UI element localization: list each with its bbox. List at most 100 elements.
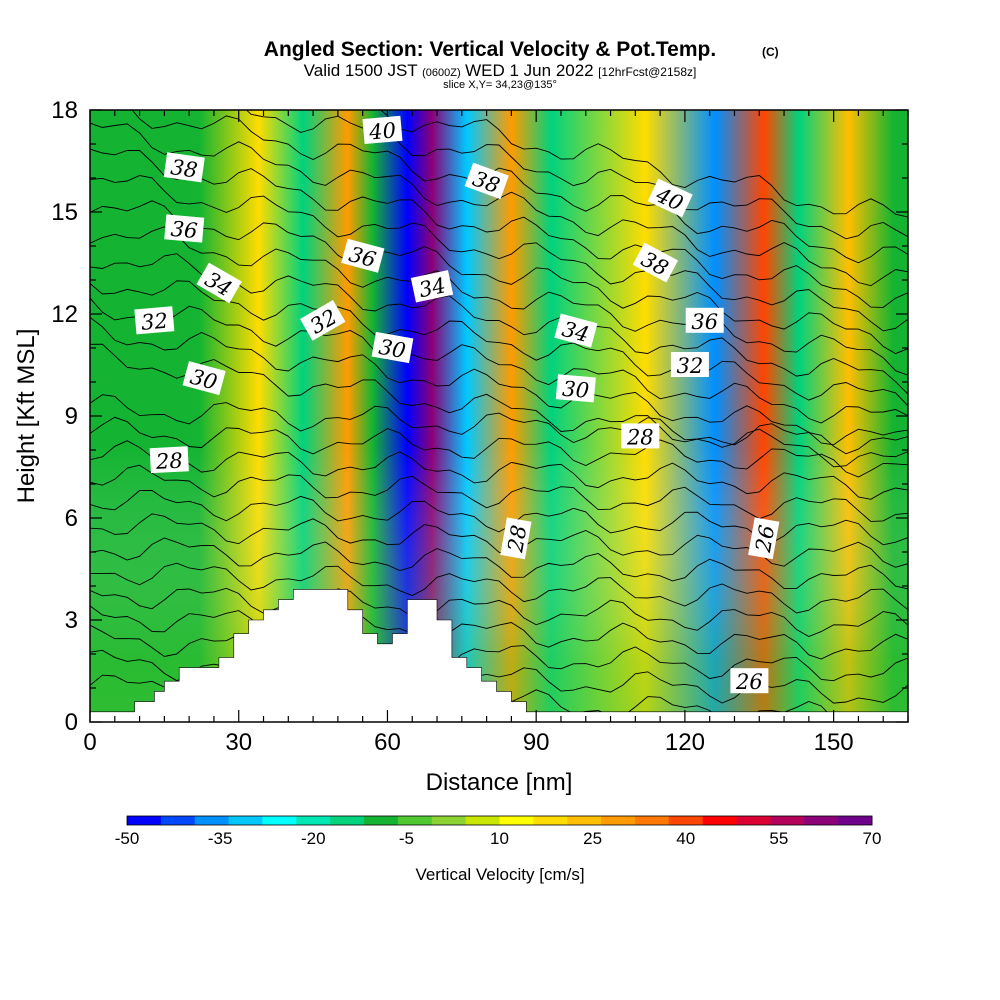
- colorbar-swatch: [736, 816, 771, 825]
- chart-title: Angled Section: Vertical Velocity & Pot.…: [264, 38, 716, 61]
- x-tick-label: 60: [374, 729, 401, 756]
- isentrope-line: [90, 297, 908, 424]
- colorbar-swatch: [194, 816, 229, 825]
- subtitle-date: WED 1 Jun 2022: [465, 61, 594, 80]
- colorbar-swatch: [330, 816, 365, 825]
- colorbar-swatch: [804, 816, 839, 825]
- isentrope-label: 32: [134, 306, 175, 335]
- colorbar-tick-label: 55: [769, 829, 788, 848]
- isentrope-label-bg: [621, 423, 660, 449]
- isentrope-label: 28: [500, 517, 532, 560]
- isentrope-label-bg: [182, 361, 226, 396]
- subtitle-valid: Valid 1500 JST: [304, 61, 418, 80]
- y-tick-label: 12: [51, 301, 78, 328]
- colorbar-swatch: [160, 816, 196, 825]
- x-tick-label: 120: [665, 729, 705, 756]
- isentrope-label: 28: [149, 446, 189, 474]
- isentrope-label-bg: [500, 517, 532, 560]
- colorbar-swatch: [364, 816, 399, 825]
- colorbar-tick-label: -20: [301, 829, 326, 848]
- isentrope-label-text: 30: [561, 377, 590, 403]
- isentrope-label-bg: [163, 152, 205, 183]
- colorbar: -50 -35 -20 -5 10 25 40 55 70: [115, 815, 881, 848]
- isentrope-lines: [90, 110, 908, 722]
- velocity-field-shading: [90, 110, 908, 722]
- isentrope-line: [90, 587, 908, 637]
- isentrope-label-bg: [554, 313, 598, 348]
- plot-area: [90, 110, 908, 722]
- isentrope-label-text: 32: [140, 309, 169, 335]
- isentrope-label-text: 36: [170, 217, 199, 243]
- isentrope-label-bg: [149, 446, 189, 474]
- isentrope-label: 30: [182, 361, 226, 396]
- isentrope-label: 26: [730, 668, 769, 694]
- colorbar-tick-label: 10: [490, 829, 509, 848]
- colorbar-swatch: [397, 816, 433, 825]
- isentrope-line: [90, 343, 908, 468]
- slice-label: slice X,Y= 34,23@135°: [443, 79, 557, 91]
- isentrope-label: 36: [341, 238, 385, 273]
- colorbar-swatch: [127, 816, 162, 825]
- isentrope-line: [90, 624, 908, 682]
- y-tick-label: 9: [65, 403, 78, 430]
- isentrope-line: [90, 394, 908, 455]
- isentrope-label-bg: [341, 238, 385, 273]
- colorbar-swatch: [499, 816, 534, 825]
- isentrope-line: [245, 110, 908, 240]
- isentrope-label: 26: [748, 517, 779, 560]
- colorbar-swatch: [601, 816, 636, 825]
- isentrope-label-bg: [300, 300, 346, 341]
- isentrope-label-bg: [730, 668, 769, 694]
- colorbar-tick-label: 40: [676, 829, 695, 848]
- isentrope-label-text: 30: [377, 335, 407, 363]
- isentrope-label: 36: [685, 307, 724, 334]
- isentrope-label-bg: [134, 306, 175, 335]
- isentrope-label: 36: [164, 214, 205, 243]
- isentrope-label: 28: [621, 423, 660, 449]
- isentrope-label: 32: [670, 352, 709, 378]
- y-axis-label: Height [Kft MSL]: [13, 329, 40, 504]
- isentrope-line: [90, 416, 908, 478]
- colorbar-swatch: [702, 816, 737, 825]
- isentrope-label: 30: [555, 374, 596, 403]
- isentrope-label-bg: [632, 242, 679, 283]
- colorbar-swatch: [838, 816, 873, 825]
- x-axis-ticks: 0 30 60 90 120 150: [83, 110, 909, 756]
- isentrope-line: [90, 605, 908, 660]
- isentrope-line: [90, 513, 908, 568]
- y-tick-label: 0: [65, 709, 78, 736]
- chart-title-suffix: (C): [762, 45, 779, 59]
- isentrope-line: [90, 226, 908, 376]
- isentrope-label-text: 32: [677, 354, 704, 378]
- isentrope-label-text: 26: [735, 670, 763, 694]
- isentrope-label-bg: [647, 178, 693, 218]
- isentrope-label-text: 34: [417, 273, 448, 302]
- x-tick-label: 150: [814, 729, 854, 756]
- isentrope-line: [90, 175, 908, 332]
- colorbar-tick-label: 25: [583, 829, 602, 848]
- isentrope-label: 38: [464, 162, 509, 200]
- isentrope-line: [379, 110, 908, 218]
- colorbar-tick-label: -50: [115, 829, 140, 848]
- subtitle-utc: (0600Z): [422, 67, 461, 79]
- isentrope-label-text: 28: [503, 523, 531, 554]
- colorbar-label: Vertical Velocity [cm/s]: [415, 865, 584, 884]
- subtitle-forecast: [12hrFcst@2158z]: [598, 65, 696, 79]
- isentrope-label-text: 36: [691, 310, 718, 334]
- colorbar-swatch: [533, 816, 568, 825]
- isentrope-label: 34: [554, 313, 598, 348]
- isentrope-label-bg: [464, 162, 509, 200]
- x-axis-label: Distance [nm]: [426, 769, 573, 796]
- colorbar-swatch: [465, 816, 500, 825]
- terrain: [90, 589, 908, 722]
- isentrope-line: [90, 316, 908, 446]
- isentrope-label-bg: [685, 307, 724, 333]
- colorbar-swatch: [431, 816, 467, 825]
- colorbar-tick-label: -5: [399, 829, 414, 848]
- colorbar-swatch: [634, 816, 670, 825]
- isentrope-label-bg: [196, 262, 242, 304]
- colorbar-swatch: [770, 816, 805, 825]
- colorbar-frame: [126, 815, 873, 826]
